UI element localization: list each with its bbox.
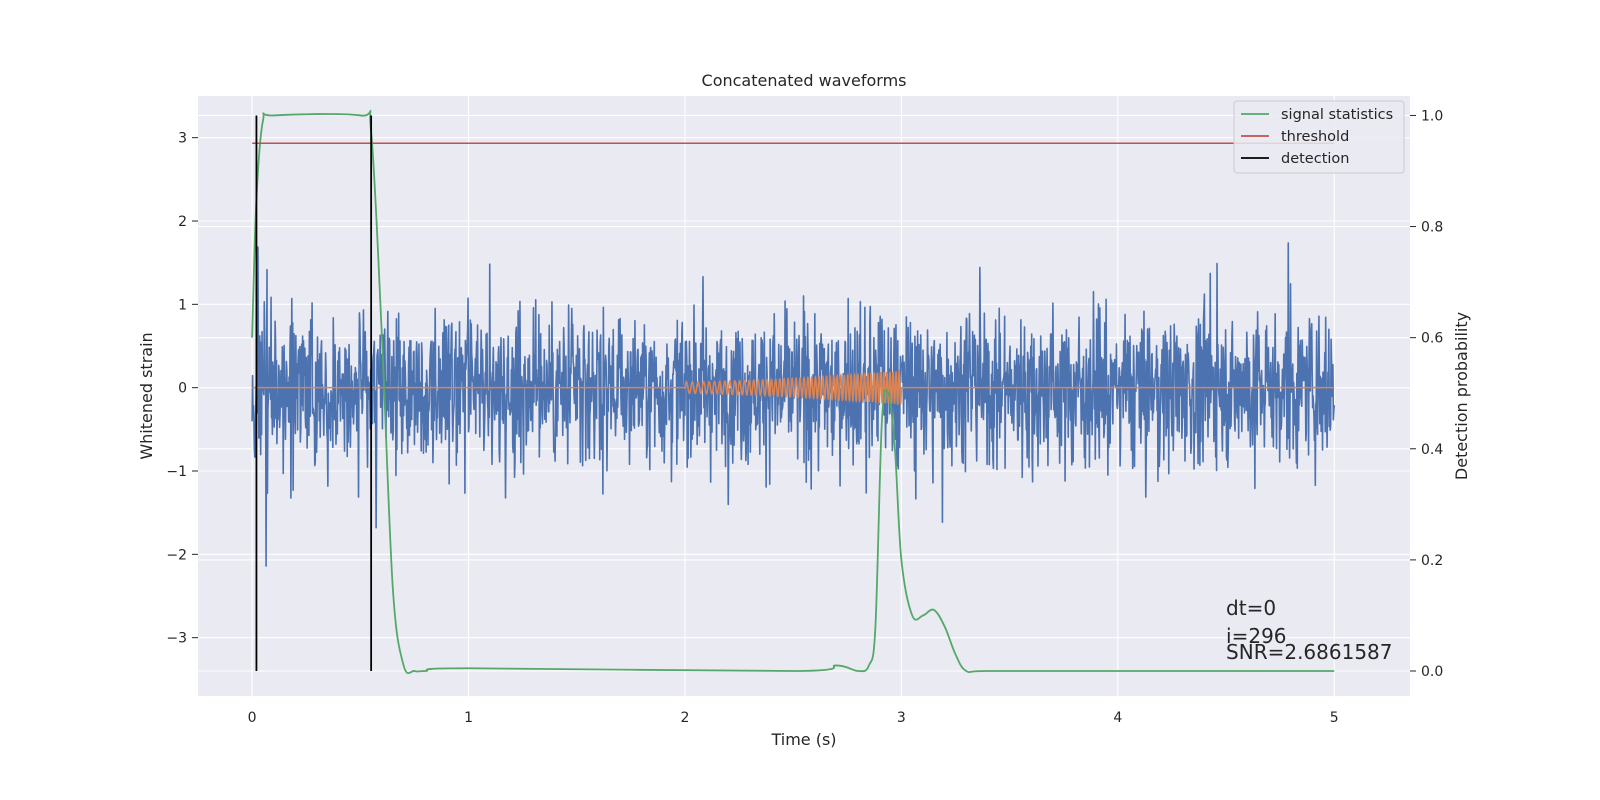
y-left-tick-label: 3: [178, 131, 187, 147]
y-right-tick-label: 1.0: [1421, 108, 1443, 124]
y-right-tick-label: 0.2: [1421, 553, 1443, 569]
y-left-tick-label: 0: [178, 381, 187, 397]
annotation-line: SNR=2.6861587: [1226, 640, 1392, 664]
chart-title: Concatenated waveforms: [702, 71, 907, 90]
legend-box: [1233, 100, 1405, 174]
y-left-tick-label: −1: [166, 464, 187, 480]
y-right-tick-label: 0.6: [1421, 331, 1443, 347]
legend: signal statistics threshold detection: [1233, 100, 1405, 174]
data-layer: [251, 109, 1336, 674]
x-axis-label: Time (s): [770, 730, 836, 749]
legend-label: signal statistics: [1281, 107, 1393, 123]
x-tick-label: 2: [681, 710, 690, 726]
y-axis-right-label: Detection probability: [1452, 312, 1471, 480]
y-right-tick-label: 0.8: [1421, 220, 1443, 236]
legend-label: threshold: [1281, 129, 1349, 145]
x-tick-label: 5: [1330, 710, 1339, 726]
tick-labels: 0 1 2 3 4 5 −3 −2 −1 0 1 2 3 0.0 0.2 0.4 0.6 0.8 1.0: [166, 108, 1443, 726]
x-tick-label: 0: [248, 710, 257, 726]
y-left-tick-label: −3: [166, 631, 187, 647]
annotation-line: dt=0: [1226, 596, 1276, 620]
x-tick-label: 4: [1113, 710, 1122, 726]
noise-strain-line: [251, 242, 1336, 567]
injected-chirp-line: [252, 369, 1335, 406]
y-left-tick-label: −2: [166, 547, 187, 563]
annotation-line: i=296: [1226, 624, 1287, 648]
x-tick-label: 1: [464, 710, 473, 726]
y-right-tick-label: 0.0: [1421, 664, 1443, 680]
y-left-tick-label: 1: [178, 297, 187, 313]
y-axis-left-label: Whitened strain: [137, 332, 156, 459]
y-right-tick-label: 0.4: [1421, 442, 1443, 458]
legend-label: detection: [1281, 151, 1349, 167]
y-left-tick-label: 2: [178, 214, 187, 230]
x-tick-label: 3: [897, 710, 906, 726]
